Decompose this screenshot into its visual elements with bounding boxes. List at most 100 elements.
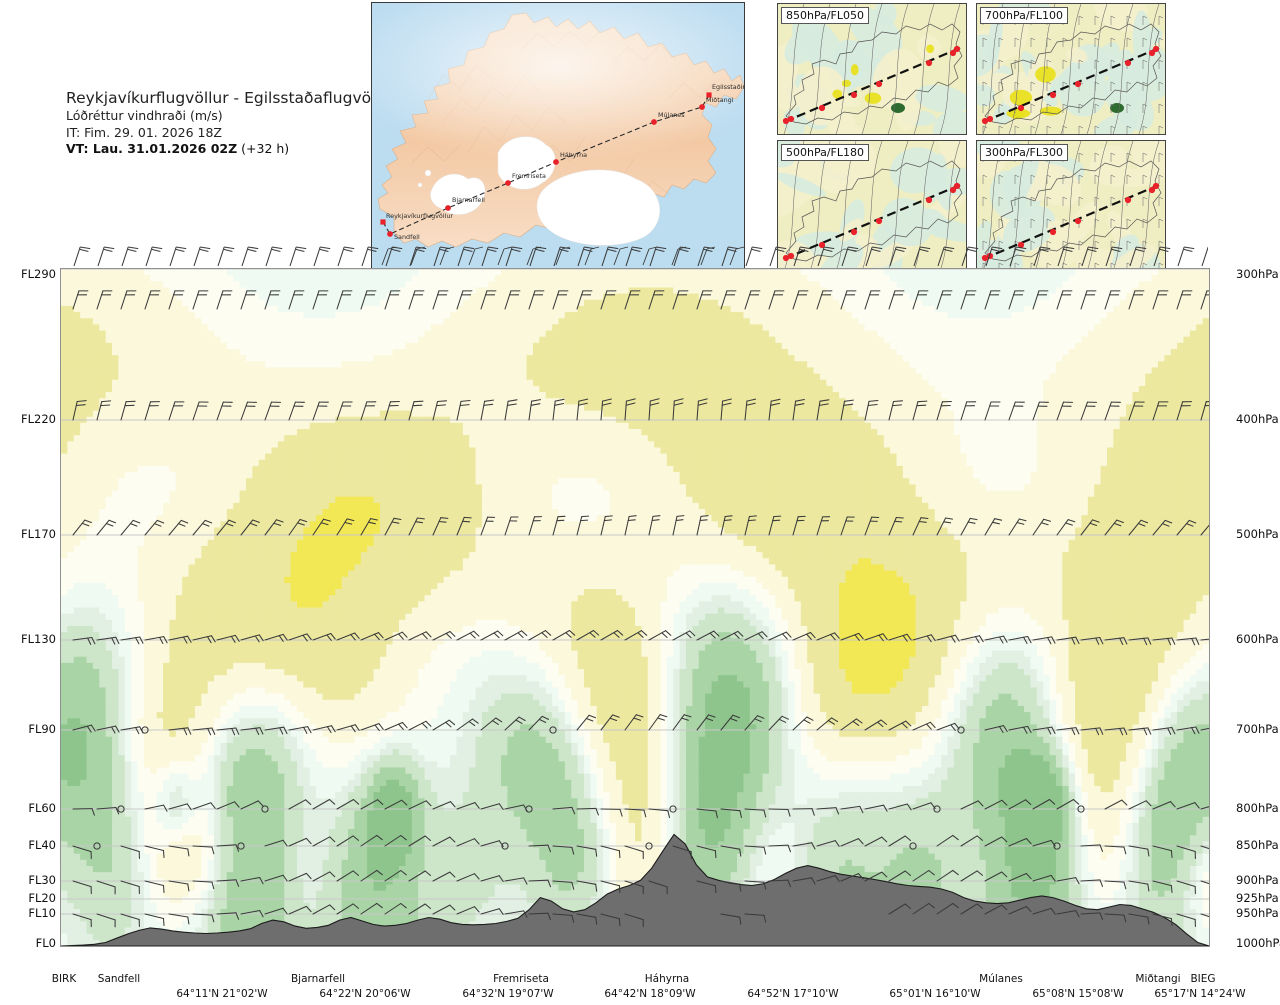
field-cell [1017,269,1025,276]
field-cell [730,379,738,387]
panel-airmass-blob [921,208,951,239]
field-cell [1126,281,1134,289]
field-cell [819,373,827,381]
field-cell [137,404,145,412]
field-cell [367,269,375,276]
panel-700hpa[interactable]: 700hPa/FL100 [976,3,1166,135]
field-cell [673,318,681,325]
panel-850hpa[interactable]: 850hPa/FL050 [777,3,967,135]
field-cell [61,361,68,369]
field-cell [577,342,585,350]
map-point-label-6: Miðtangi [706,96,734,104]
field-cell [112,379,119,387]
map-point-7[interactable] [706,92,712,98]
panel-850hpa-label: 850hPa/FL050 [781,7,870,24]
cross-section-plot[interactable] [60,268,1210,947]
field-cell [303,305,311,313]
field-cell [220,312,228,319]
field-cell [501,324,509,332]
field-cell [1036,269,1044,276]
field-cell [182,336,190,344]
panel-wind-barb-flag [982,174,988,178]
top-barb-feather [224,246,235,250]
field-cell [182,367,190,375]
map-point-3[interactable] [505,180,511,186]
top-barb-feather [152,246,163,250]
title-block: Reykjavíkurflugvöllur - Egilsstaðaflugvö… [66,88,396,158]
field-cell [411,385,419,393]
map-point-1[interactable] [387,231,393,237]
panel-300hpa[interactable]: 300hPa/FL300 [976,140,1166,272]
map-point-5[interactable] [651,119,657,125]
field-cell [870,299,878,307]
field-cell [890,385,898,393]
field-cell [1145,404,1153,412]
field-cell [768,355,776,362]
field-cell [1126,373,1134,381]
field-cell [1075,392,1083,399]
field-cell [354,305,362,313]
field-cell [169,410,177,418]
field-cell [481,342,489,350]
field-cell [896,330,904,338]
field-cell [883,349,891,356]
field-cell [832,355,840,362]
field-cell [322,305,330,313]
panel-wind-barb-flag [1126,218,1132,222]
field-cell [233,379,241,387]
field-cell [124,336,132,344]
field-cell [768,305,776,313]
field-cell [953,398,961,405]
field-cell [1157,367,1165,375]
map-point-2[interactable] [445,205,451,211]
field-cell [405,330,413,338]
panel-route-point-0 [782,117,790,125]
field-cell [258,299,266,307]
field-cell [1030,367,1038,375]
field-cell [717,385,725,393]
field-cell [501,312,509,319]
field-cell [532,275,540,282]
field-cell [1049,336,1057,344]
field-cell [717,318,725,325]
field-cell [284,410,292,418]
field-cell [883,398,891,405]
top-barb-feather [272,246,283,250]
field-cell [131,312,139,319]
field-cell [1177,318,1185,325]
field-cell [973,379,980,387]
route-overview-map[interactable]: Reykjavíkurflugvöllur Sandfell Bjarnarfell… [371,2,745,270]
field-cell [1004,299,1012,307]
field-cell [654,318,662,325]
field-cell [437,373,445,381]
field-cell [143,373,151,381]
top-barb-feather [632,246,643,250]
field-cell [545,275,553,282]
field-cell [245,367,253,375]
field-cell [175,349,183,356]
field-cell [526,275,534,282]
field-cell [1004,269,1012,276]
field-cell [1119,361,1127,369]
top-barb-feather [1064,246,1075,250]
field-cell [909,361,917,369]
field-cell [367,410,375,418]
field-cell [112,275,119,282]
map-point-6[interactable] [699,104,705,110]
field-cell [870,361,878,369]
field-cell [328,336,336,344]
field-cell [430,269,438,276]
top-barb-feather2 [1183,248,1193,253]
field-cell [902,373,910,381]
field-cell [698,379,706,387]
field-cell [864,361,872,369]
field-cell [654,392,662,399]
field-cell [890,342,898,350]
map-point-0[interactable] [380,219,386,225]
map-point-4[interactable] [553,159,559,165]
field-cell [615,367,623,375]
field-cell [1043,330,1051,338]
field-cell [507,293,515,301]
field-cell [112,312,119,319]
field-cell [188,404,196,412]
